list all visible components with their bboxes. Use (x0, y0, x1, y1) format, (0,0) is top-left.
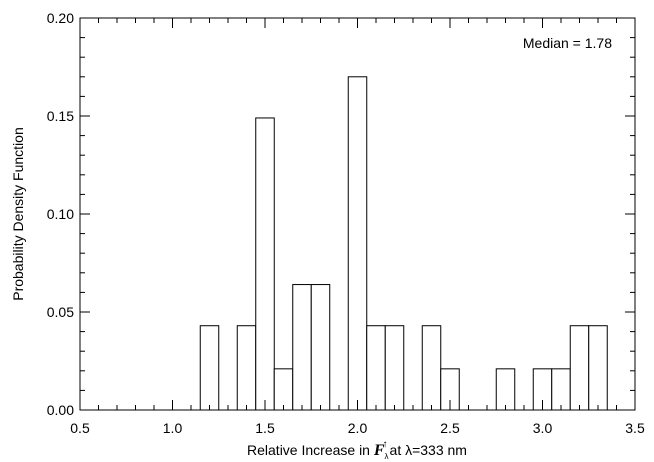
median-annotation: Median = 1.78 (523, 35, 612, 51)
histogram-bar (347, 76, 368, 411)
x-tick-label: 1.0 (163, 420, 183, 436)
x-axis-label-subscript: λ (385, 452, 389, 461)
histogram-bar (366, 325, 386, 411)
axis-ticks (79, 17, 636, 411)
y-tick-label: 0.00 (47, 402, 74, 418)
histogram-bars (199, 76, 608, 411)
x-axis-label-suffix: at λ=333 nm (390, 442, 467, 458)
y-tick-label: 0.20 (47, 10, 74, 26)
histogram-bar (273, 368, 294, 411)
x-tick-labels: 0.5 1.0 1.5 2.0 2.5 3.0 3.5 (70, 420, 645, 436)
x-axis-label: Relative Increase in Fλ ↑ at λ=333 nm (247, 439, 467, 461)
x-tick-label: 1.5 (255, 420, 275, 436)
x-tick-label: 0.5 (70, 420, 90, 436)
x-axis-label-superscript: ↑ (383, 439, 388, 450)
histogram-bar (236, 325, 257, 411)
y-tick-label: 0.05 (47, 304, 74, 320)
x-tick-label: 3.0 (533, 420, 553, 436)
y-tick-labels: 0.00 0.05 0.10 0.15 0.20 (47, 10, 74, 418)
x-tick-label: 3.5 (625, 420, 645, 436)
histogram-bar (255, 117, 275, 411)
histogram-bar (310, 284, 331, 411)
y-tick-label: 0.10 (47, 206, 74, 222)
histogram-bar (569, 325, 590, 411)
x-axis-label-symbol: F (373, 442, 385, 459)
histogram-bar (421, 325, 442, 411)
histogram-bar (292, 284, 312, 411)
x-axis-label-prefix: Relative Increase in (247, 442, 374, 458)
x-tick-label: 2.5 (440, 420, 460, 436)
histogram-bar (588, 325, 608, 411)
y-tick-label: 0.15 (47, 108, 74, 124)
histogram-bar (495, 368, 516, 411)
x-tick-label: 2.0 (348, 420, 368, 436)
histogram-bar (384, 325, 405, 411)
y-axis-label: Probability Density Function (10, 127, 26, 301)
histogram-bar (199, 325, 220, 411)
histogram-bar (551, 368, 571, 411)
